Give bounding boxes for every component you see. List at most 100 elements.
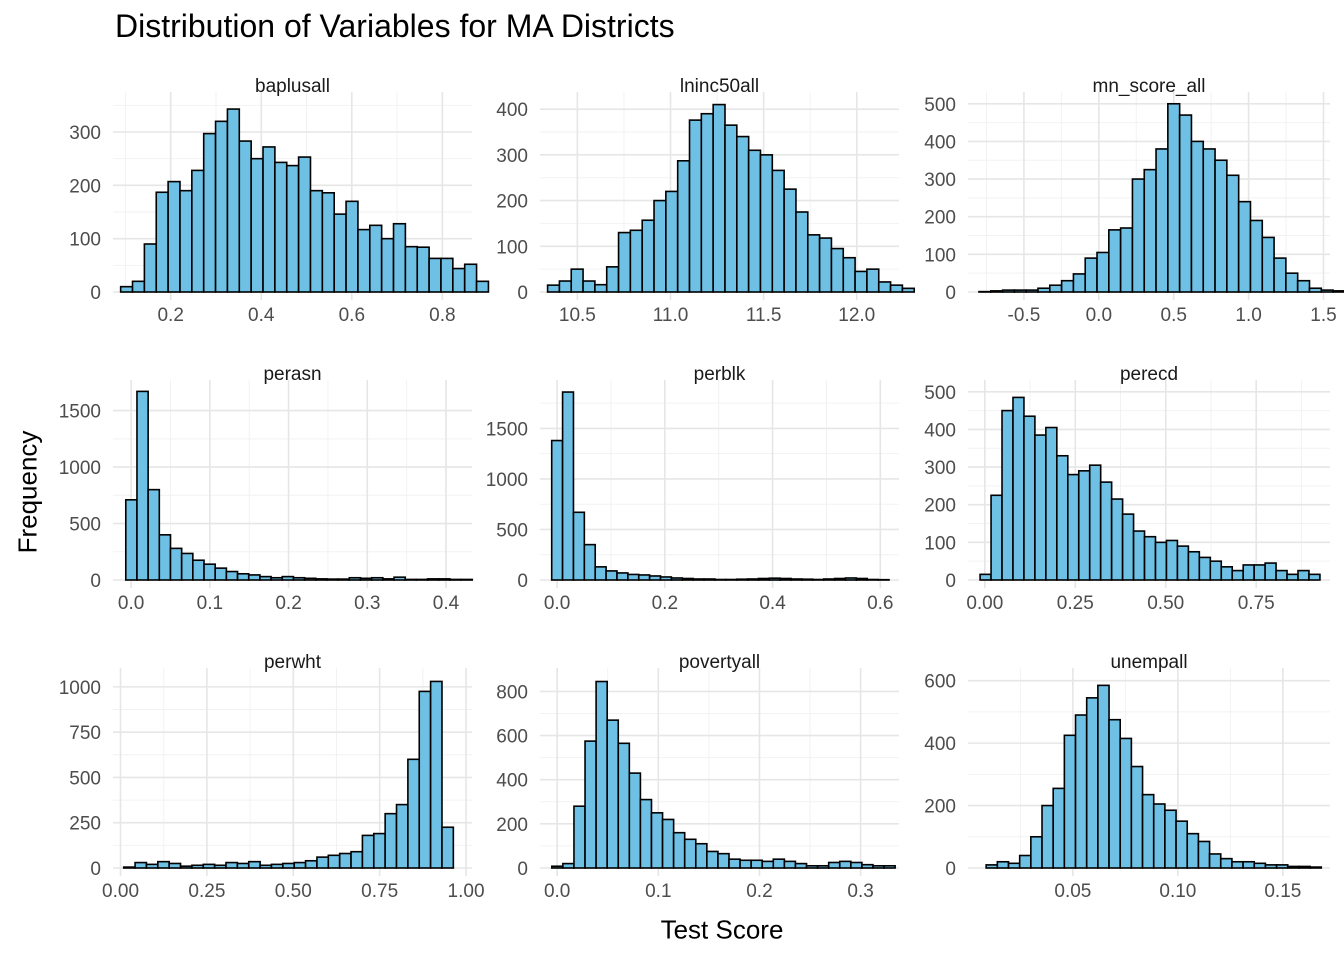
histogram-bar <box>1063 734 1077 869</box>
histogram-bar <box>1226 174 1240 293</box>
panel-perblk: perblk 0.0 0.2 0.4 0.6 0 500 1000 1500 <box>486 364 899 614</box>
x-axis-label: Test Score <box>660 914 784 945</box>
y-tick-label: 300 <box>924 170 956 191</box>
x-tick-label: 0.25 <box>188 881 225 902</box>
histogram-bar <box>368 224 383 293</box>
histogram-bar <box>842 256 856 293</box>
histogram-bar <box>703 578 716 581</box>
histogram-bar <box>1264 864 1278 869</box>
histogram-bar <box>1298 865 1311 869</box>
histogram-bar <box>1187 550 1201 581</box>
histogram-bar <box>1320 289 1334 293</box>
histogram-bar <box>1220 566 1234 581</box>
panel-title: perwht <box>264 652 322 673</box>
histogram-bar <box>653 199 667 293</box>
histogram-bar <box>384 812 398 869</box>
panel-baplusall: baplusall 0.2 0.4 0.6 0.8 0 100 200 300 <box>69 76 490 326</box>
histogram-bar <box>157 860 170 869</box>
histogram-bar <box>783 188 797 293</box>
histogram-bar <box>1154 541 1168 581</box>
y-tick-label: 1500 <box>59 402 101 423</box>
histogram-bar <box>168 862 182 869</box>
histogram-bar <box>1025 289 1039 293</box>
histogram-bar <box>1261 236 1275 293</box>
histogram-bar <box>551 865 564 869</box>
histogram-bar <box>259 864 273 869</box>
histogram-bar <box>694 842 708 869</box>
histogram-bar <box>1297 569 1310 581</box>
x-tick-label: 0.2 <box>275 593 301 614</box>
y-tick-label: 400 <box>924 420 956 441</box>
histogram-bar <box>180 552 194 581</box>
histogram-bar <box>250 157 264 293</box>
histogram-bar <box>191 864 205 869</box>
histogram-bar <box>779 577 792 581</box>
histogram-bar <box>1308 287 1323 293</box>
x-tick-label: 0.8 <box>429 305 455 326</box>
y-tick-label: 400 <box>924 734 956 755</box>
y-tick-label: 200 <box>924 496 956 517</box>
x-tick-label: 0.2 <box>652 593 678 614</box>
x-tick-label: 0.0 <box>544 881 570 902</box>
y-tick-label: 100 <box>924 245 956 266</box>
histogram-bar <box>761 860 775 869</box>
y-tick-label: 250 <box>69 814 101 835</box>
y-tick-label: 0 <box>517 859 528 880</box>
histogram-bar <box>350 850 364 869</box>
histogram-bar <box>143 243 158 293</box>
panel-title: povertyall <box>679 652 760 673</box>
histogram-bar <box>1023 415 1036 581</box>
histogram-bar <box>428 257 442 293</box>
histogram-bar <box>321 192 336 293</box>
histogram-bar <box>665 190 679 293</box>
histogram-bar <box>801 578 814 581</box>
histogram-bar <box>812 578 825 581</box>
histogram-bar <box>1143 535 1157 581</box>
histogram-bar <box>728 858 741 869</box>
y-tick-label: 500 <box>69 515 101 536</box>
histogram-bar <box>169 547 183 581</box>
histogram-bar <box>724 124 738 293</box>
histogram-bar <box>238 140 252 293</box>
histogram-bar <box>594 566 607 581</box>
histogram-bar <box>282 862 296 869</box>
histogram-bar <box>247 860 261 869</box>
histogram-bar <box>1074 714 1088 869</box>
histogram-bar <box>1178 114 1193 293</box>
histogram-bar <box>293 861 307 869</box>
x-tick-label: 0.50 <box>275 881 312 902</box>
histogram-bar <box>1084 257 1098 293</box>
histogram-bar <box>1186 832 1200 869</box>
histogram-bar <box>145 863 159 869</box>
y-tick-label: 500 <box>496 520 528 541</box>
histogram-bar <box>463 263 478 293</box>
histogram-bar <box>1219 857 1233 869</box>
histogram-bar <box>380 237 395 293</box>
histogram-bar <box>333 213 347 293</box>
histogram-bar <box>1309 866 1323 869</box>
histogram-bar <box>771 169 785 293</box>
histogram-bar <box>1001 289 1016 293</box>
histogram-bar <box>1108 229 1122 293</box>
panel-title: baplusall <box>255 76 330 97</box>
histogram-bar <box>676 160 691 293</box>
histogram-bar <box>338 852 352 869</box>
histogram-bar <box>735 578 749 581</box>
histogram-bar <box>214 120 229 293</box>
histogram-bar <box>816 864 830 869</box>
histogram-bar <box>345 200 359 293</box>
histogram-bar <box>202 863 216 869</box>
histogram-bar <box>561 391 575 581</box>
histogram-bar <box>1143 168 1157 293</box>
histogram-bar <box>449 578 462 581</box>
y-tick-label: 300 <box>69 123 101 144</box>
histogram-bar <box>688 119 703 293</box>
page-title: Distribution of Variables for MA Distric… <box>115 8 675 44</box>
histogram-bar <box>746 578 760 581</box>
histogram-bar <box>1231 860 1244 869</box>
x-tick-label: 10.5 <box>559 305 596 326</box>
histogram-bar <box>1332 290 1344 293</box>
histogram-bar <box>418 690 432 869</box>
x-tick-label: 0.0 <box>544 593 570 614</box>
